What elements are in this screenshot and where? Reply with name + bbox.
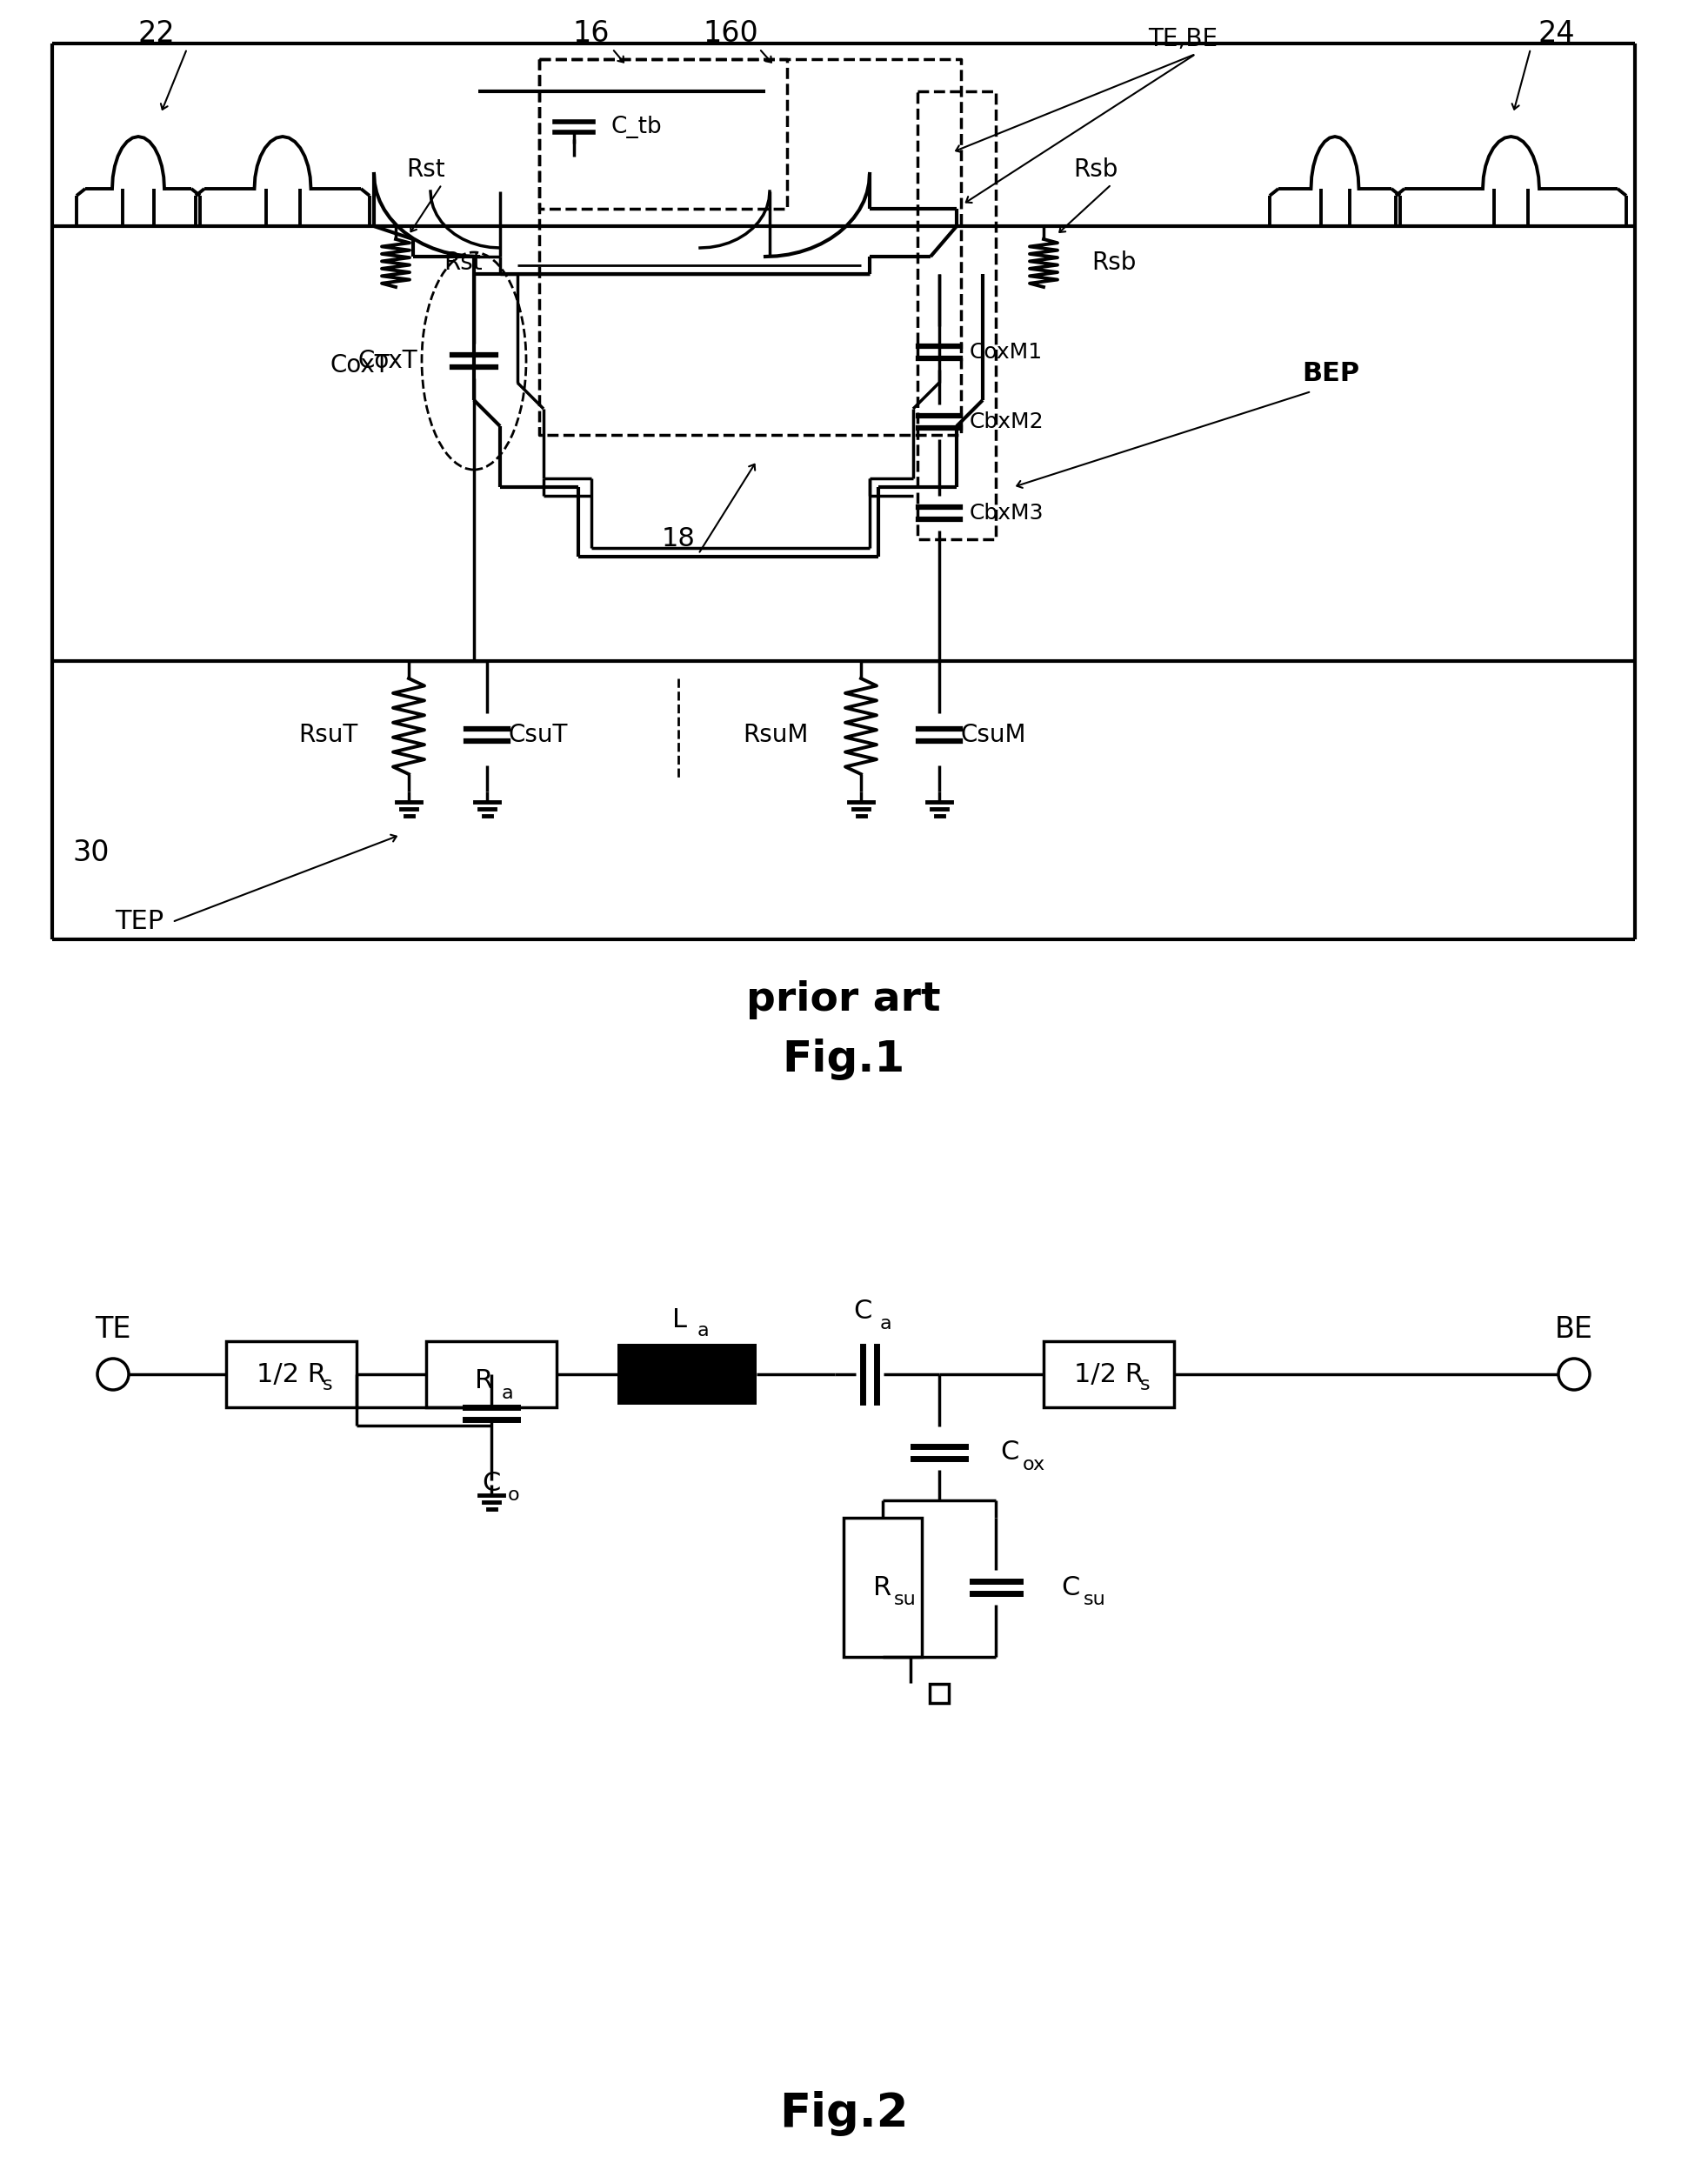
Text: C: C <box>854 1299 873 1324</box>
Bar <box>226 1341 356 1406</box>
Bar <box>930 1684 949 1704</box>
Text: CbxM3: CbxM3 <box>969 502 1043 524</box>
Text: CsuM: CsuM <box>960 723 1026 747</box>
Bar <box>844 1518 922 1658</box>
Text: 1/2 R: 1/2 R <box>257 1361 326 1387</box>
Text: BEP: BEP <box>1301 360 1359 387</box>
Text: a: a <box>879 1315 891 1332</box>
Text: Rst: Rst <box>444 251 483 275</box>
Text: s: s <box>1141 1376 1151 1393</box>
Text: 24: 24 <box>1538 20 1575 48</box>
Text: R: R <box>474 1369 493 1393</box>
Text: C: C <box>999 1439 1018 1465</box>
Text: TEP: TEP <box>115 909 164 935</box>
Text: s: s <box>322 1376 333 1393</box>
Text: a: a <box>501 1385 513 1402</box>
Text: 16: 16 <box>572 20 609 48</box>
Text: RsuM: RsuM <box>743 723 809 747</box>
Text: Rsb: Rsb <box>1074 157 1117 181</box>
Text: 160: 160 <box>702 20 758 48</box>
Text: C: C <box>1062 1575 1080 1601</box>
Text: 22: 22 <box>138 20 176 48</box>
Text: BE: BE <box>1555 1315 1593 1343</box>
Text: Rst: Rst <box>407 157 446 181</box>
Text: CsuT: CsuT <box>508 723 569 747</box>
Text: su: su <box>1084 1590 1106 1607</box>
Text: o: o <box>508 1487 520 1505</box>
Bar <box>425 1341 557 1406</box>
Text: CoxT: CoxT <box>329 354 390 378</box>
Text: Fig.2: Fig.2 <box>778 2090 908 2136</box>
Text: Fig.1: Fig.1 <box>782 1040 905 1081</box>
Text: su: su <box>895 1590 917 1607</box>
Text: TE: TE <box>95 1315 132 1343</box>
Text: Rsb: Rsb <box>1092 251 1136 275</box>
Text: L: L <box>674 1308 687 1332</box>
Text: CoxT: CoxT <box>358 349 417 373</box>
Text: TE,BE: TE,BE <box>1148 26 1217 50</box>
Text: 30: 30 <box>73 839 110 867</box>
Text: R: R <box>873 1575 891 1601</box>
Text: RsuT: RsuT <box>299 723 358 747</box>
Text: a: a <box>697 1321 709 1339</box>
Text: C: C <box>483 1470 501 1496</box>
Bar <box>1043 1341 1175 1406</box>
Text: 1/2 R: 1/2 R <box>1074 1361 1143 1387</box>
Text: prior art: prior art <box>746 981 940 1020</box>
Text: ox: ox <box>1023 1457 1045 1474</box>
Text: C_tb: C_tb <box>611 116 662 138</box>
Text: CbxM2: CbxM2 <box>969 411 1045 432</box>
Bar <box>618 1343 756 1404</box>
Text: 18: 18 <box>662 526 695 553</box>
Text: CoxM1: CoxM1 <box>969 343 1043 363</box>
